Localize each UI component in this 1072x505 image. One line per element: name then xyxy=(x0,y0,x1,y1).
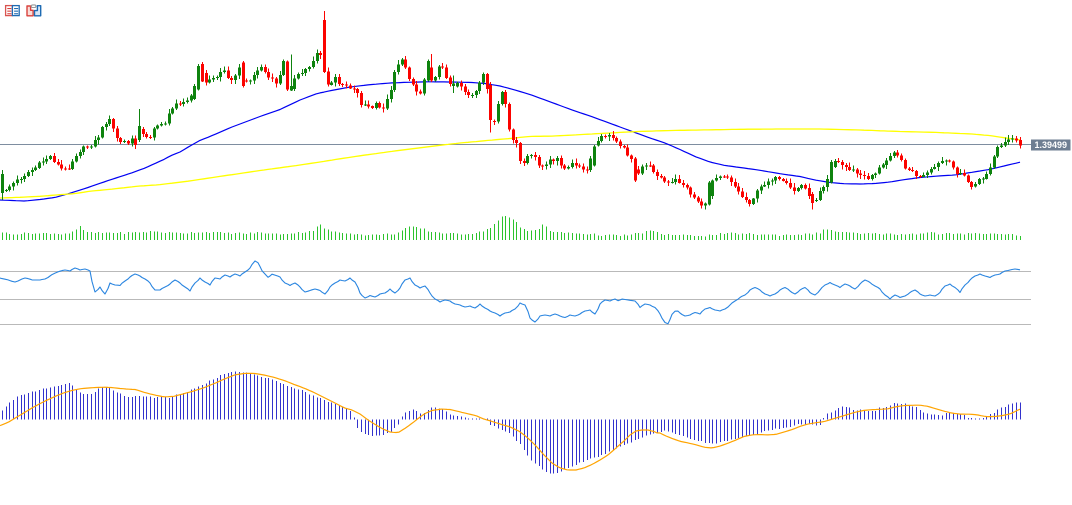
svg-text:1.39499: 1.39499 xyxy=(1035,140,1068,150)
